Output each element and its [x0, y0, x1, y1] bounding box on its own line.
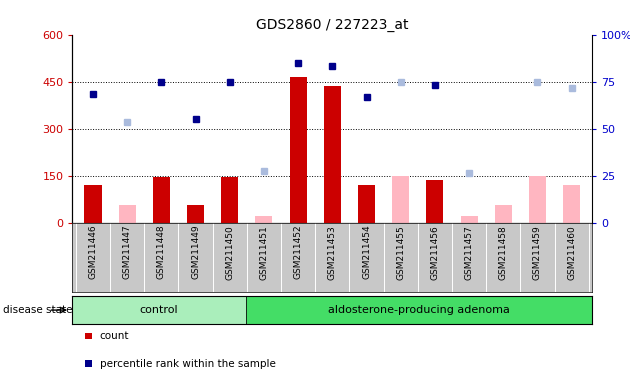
Bar	[221, 177, 238, 223]
Text: GSM211452: GSM211452	[294, 225, 302, 280]
Bar	[187, 205, 204, 223]
Title: GDS2860 / 227223_at: GDS2860 / 227223_at	[256, 18, 409, 32]
Bar	[358, 185, 375, 223]
Bar	[84, 185, 101, 223]
Text: GSM211454: GSM211454	[362, 225, 371, 280]
Text: GSM211456: GSM211456	[430, 225, 439, 280]
Text: GSM211455: GSM211455	[396, 225, 405, 280]
Bar	[392, 176, 410, 223]
Text: aldosterone-producing adenoma: aldosterone-producing adenoma	[328, 305, 510, 315]
Bar	[427, 180, 444, 223]
Text: GSM211451: GSM211451	[260, 225, 268, 280]
Text: GSM211447: GSM211447	[123, 225, 132, 280]
Text: GSM211448: GSM211448	[157, 225, 166, 280]
Text: count: count	[100, 331, 129, 341]
Text: GSM211460: GSM211460	[567, 225, 576, 280]
Text: control: control	[140, 305, 178, 315]
Bar	[563, 185, 580, 223]
Text: percentile rank within the sample: percentile rank within the sample	[100, 359, 275, 369]
Bar	[461, 217, 478, 223]
Text: GSM211453: GSM211453	[328, 225, 337, 280]
Text: GSM211446: GSM211446	[88, 225, 98, 280]
Bar	[324, 86, 341, 223]
Text: GSM211449: GSM211449	[191, 225, 200, 280]
Text: disease state: disease state	[3, 305, 72, 315]
Bar	[72, 296, 246, 324]
Text: GSM211459: GSM211459	[533, 225, 542, 280]
Bar	[529, 176, 546, 223]
Text: GSM211450: GSM211450	[226, 225, 234, 280]
Bar	[118, 205, 135, 223]
Bar	[153, 177, 170, 223]
Text: GSM211458: GSM211458	[499, 225, 508, 280]
Bar	[290, 77, 307, 223]
Bar	[495, 205, 512, 223]
Bar	[255, 217, 273, 223]
Text: GSM211457: GSM211457	[464, 225, 474, 280]
Bar	[246, 296, 592, 324]
